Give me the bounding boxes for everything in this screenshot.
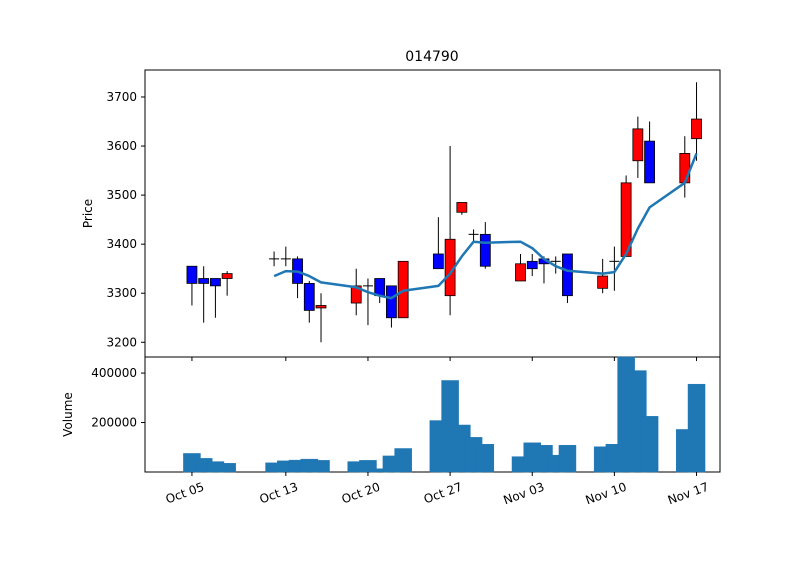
candle <box>468 229 479 242</box>
candle-body <box>350 285 362 304</box>
candle-body <box>691 118 702 140</box>
candle-body <box>198 278 210 284</box>
volume-bar <box>394 448 412 473</box>
candle <box>186 265 198 306</box>
candle-body <box>679 153 691 184</box>
candle <box>479 222 491 269</box>
candle <box>350 268 362 316</box>
volume-panel: 200000 400000 Volume <box>61 356 721 473</box>
price-tick-label: 3700 <box>106 90 137 104</box>
candle-body <box>374 278 386 297</box>
volume-tick-label: 400000 <box>91 366 137 380</box>
candle-body <box>210 278 221 287</box>
price-tick-label: 3400 <box>106 237 137 251</box>
candle <box>632 116 644 178</box>
price-panel: 3200 3300 3400 3500 3600 3700 Price <box>81 69 721 358</box>
candle-body <box>515 263 526 282</box>
candle <box>515 253 526 282</box>
price-tick-label: 3600 <box>106 139 137 153</box>
candle <box>210 278 221 318</box>
price-tick-label: 3200 <box>106 335 137 349</box>
candle <box>644 121 655 184</box>
candle <box>691 82 702 161</box>
date-tick-label: Nov 03 <box>502 480 547 508</box>
candle <box>562 253 573 304</box>
candle-body <box>432 253 444 270</box>
volume-tick-label: 200000 <box>91 416 137 430</box>
date-tick-label: Oct 20 <box>340 480 382 507</box>
candle <box>303 280 315 323</box>
candle-body <box>386 285 397 319</box>
volume-axis-label: Volume <box>61 392 75 437</box>
volume-bar <box>218 463 236 473</box>
candle-body <box>479 233 491 267</box>
chart-title: 014790 <box>405 49 458 65</box>
date-tick-label: Oct 27 <box>422 480 464 507</box>
candle-body <box>456 202 468 213</box>
candle-body <box>632 128 644 162</box>
candle <box>386 285 397 328</box>
candle <box>198 266 210 323</box>
volume-bar <box>687 383 706 473</box>
candle <box>620 175 632 257</box>
candle <box>526 253 538 277</box>
candle <box>221 271 233 296</box>
candle-body <box>597 275 609 289</box>
price-plot-frame <box>144 69 721 358</box>
candle <box>315 293 327 343</box>
candle-body <box>526 260 538 270</box>
date-tick-label: Oct 13 <box>258 480 300 507</box>
date-tick-label: Oct 05 <box>164 480 206 507</box>
candle <box>597 258 609 294</box>
candle <box>432 217 444 270</box>
volume-bar <box>640 416 659 473</box>
price-axis-label: Price <box>81 199 95 228</box>
candle-body <box>303 283 315 311</box>
candle-body <box>562 253 573 297</box>
price-tick-label: 3300 <box>106 286 137 300</box>
candle-body <box>186 265 198 284</box>
date-tick-label: Nov 10 <box>584 480 629 508</box>
candle-body <box>221 273 233 279</box>
price-tick-label: 3500 <box>106 188 137 202</box>
volume-bar <box>558 445 577 473</box>
date-tick-label: Nov 17 <box>666 480 711 508</box>
candle-body <box>644 140 655 184</box>
volume-bar <box>476 444 495 473</box>
candle <box>280 246 291 267</box>
candle <box>456 202 468 215</box>
volume-bar <box>312 460 330 473</box>
candle <box>269 251 280 267</box>
candle-body <box>315 305 327 309</box>
candle <box>609 246 620 291</box>
moving-average-line <box>273 152 698 300</box>
candle <box>362 278 373 326</box>
candle-body <box>620 182 632 257</box>
